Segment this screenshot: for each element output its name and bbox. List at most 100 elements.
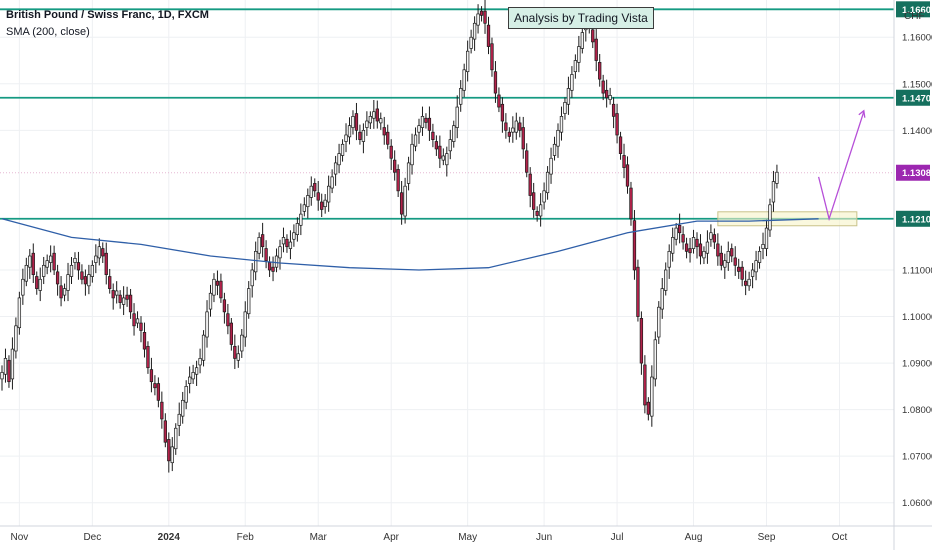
candle-60 xyxy=(208,284,213,317)
candle-62 xyxy=(215,270,220,296)
candle-105 xyxy=(365,111,369,136)
candle-142 xyxy=(493,61,498,103)
candle-133 xyxy=(462,63,466,98)
candle-9 xyxy=(31,243,35,284)
x-tick-9: Aug xyxy=(685,532,703,543)
candle-200 xyxy=(695,232,699,259)
candle-122 xyxy=(424,113,428,129)
y-tick-2: 1.08000 xyxy=(902,405,932,416)
candle-72 xyxy=(250,263,254,298)
candle-31 xyxy=(108,268,112,294)
candle-194 xyxy=(674,223,678,246)
candle-82 xyxy=(285,234,289,253)
candle-213 xyxy=(740,261,744,287)
candle-67 xyxy=(233,334,237,370)
price-axis[interactable]: 1.06000 1.07000 1.08000 1.09000 1.10000 1.110… xyxy=(896,1,932,509)
candle-172 xyxy=(598,53,602,87)
candle-64 xyxy=(222,292,227,324)
candle-28 xyxy=(97,238,101,266)
candle-190 xyxy=(660,277,664,319)
candle-137 xyxy=(476,4,480,34)
candle-79 xyxy=(274,248,279,273)
time-axis[interactable]: Nov Dec 2024 Feb Mar Apr May Jun Jul Aug Sep Oct xyxy=(10,532,847,543)
candle-151 xyxy=(525,143,529,178)
candle-37 xyxy=(128,288,133,319)
candle-91 xyxy=(316,180,320,211)
candle-53 xyxy=(184,380,188,410)
projection-arrowhead xyxy=(858,109,866,118)
candle-84 xyxy=(292,224,296,247)
candle-138 xyxy=(479,6,484,22)
candle-113 xyxy=(393,150,397,181)
candle-100 xyxy=(347,117,352,145)
candle-120 xyxy=(417,118,421,144)
candle-212 xyxy=(737,258,741,279)
candle-63 xyxy=(219,273,223,303)
x-tick-5: Apr xyxy=(383,532,399,543)
x-tick-2: 2024 xyxy=(158,532,181,543)
candle-0 xyxy=(0,365,4,391)
candle-218 xyxy=(757,246,762,269)
candle-210 xyxy=(730,243,734,263)
candle-22 xyxy=(76,251,81,280)
highlight-zone xyxy=(717,211,858,227)
candle-126 xyxy=(438,135,442,169)
x-tick-4: Mar xyxy=(310,532,328,543)
candle-118 xyxy=(410,133,414,175)
candle-76 xyxy=(264,240,268,269)
x-tick-8: Jul xyxy=(611,532,624,543)
candle-44 xyxy=(153,375,157,396)
candle-196 xyxy=(681,226,685,250)
candle-92 xyxy=(320,193,324,218)
candle-80 xyxy=(278,239,282,270)
candle-69 xyxy=(240,329,244,358)
y-tick-11: 1.16000 xyxy=(902,33,932,44)
candle-87 xyxy=(302,197,306,217)
candle-59 xyxy=(205,300,209,348)
candle-19 xyxy=(66,262,70,302)
candle-117 xyxy=(406,156,411,191)
candle-13 xyxy=(45,254,49,275)
candle-14 xyxy=(48,245,53,273)
candle-96 xyxy=(333,155,338,186)
candle-187 xyxy=(650,365,654,427)
price-tag-12 xyxy=(896,1,930,18)
candle-156 xyxy=(542,182,546,210)
candle-139 xyxy=(483,0,487,34)
candle-161 xyxy=(559,106,564,141)
candle-147 xyxy=(511,116,515,143)
candle-163 xyxy=(566,76,571,115)
candle-90 xyxy=(313,178,317,197)
candle-150 xyxy=(521,116,525,159)
candle-183 xyxy=(636,259,640,322)
candle-93 xyxy=(323,194,327,214)
candle-216 xyxy=(750,263,755,289)
candle-162 xyxy=(563,97,567,120)
zone-rect[interactable] xyxy=(717,211,858,227)
candle-12 xyxy=(42,256,46,285)
candle-95 xyxy=(330,169,334,194)
indicator-legend: SMA (200, close) xyxy=(6,26,90,38)
candle-112 xyxy=(389,139,393,170)
candle-6 xyxy=(21,268,25,305)
candle-57 xyxy=(198,348,202,374)
candle-130 xyxy=(452,120,456,148)
candle-177 xyxy=(615,103,619,144)
candle-157 xyxy=(545,166,550,200)
candle-56 xyxy=(194,360,199,386)
candle-221 xyxy=(768,198,772,237)
candle-202 xyxy=(702,246,706,265)
candle-70 xyxy=(243,301,247,347)
candle-178 xyxy=(618,131,623,160)
currency-label: CHF xyxy=(904,11,925,22)
candle-24 xyxy=(83,269,88,296)
y-tick-9: 1.14700 xyxy=(902,93,932,104)
candle-1 xyxy=(3,348,8,383)
candle-124 xyxy=(431,123,435,148)
support-resistance-levels xyxy=(0,8,894,220)
candle-89 xyxy=(309,176,313,206)
candle-109 xyxy=(379,112,383,130)
candle-61 xyxy=(212,273,216,303)
candle-41 xyxy=(142,322,147,358)
